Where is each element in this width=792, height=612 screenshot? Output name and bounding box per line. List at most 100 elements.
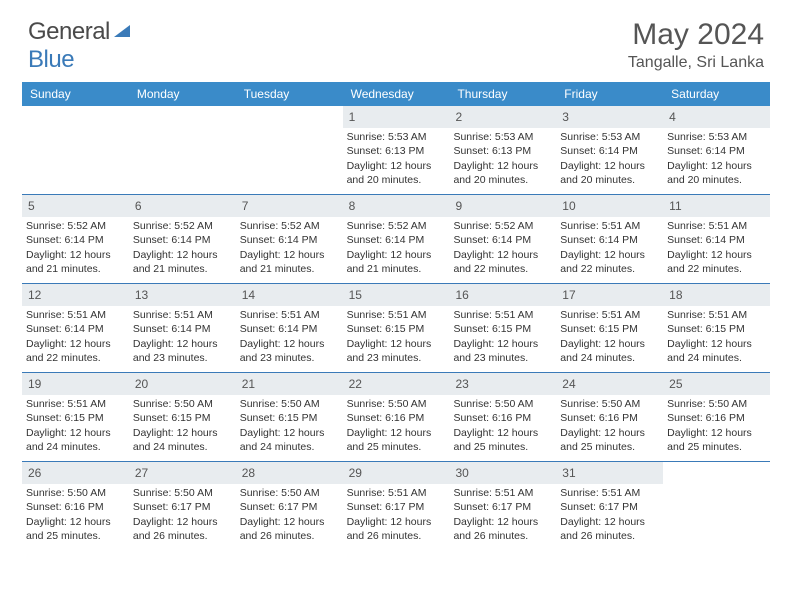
day-number: 11 xyxy=(663,195,770,217)
day-body: Sunrise: 5:52 AMSunset: 6:14 PMDaylight:… xyxy=(236,219,343,280)
header: GeneralBlue May 2024 Tangalle, Sri Lanka xyxy=(0,0,792,82)
sunset-text: Sunset: 6:16 PM xyxy=(347,411,446,425)
daylight-text: Daylight: 12 hours and 24 minutes. xyxy=(26,426,125,454)
day-body: Sunrise: 5:51 AMSunset: 6:15 PMDaylight:… xyxy=(556,308,663,369)
sunrise-text: Sunrise: 5:51 AM xyxy=(26,397,125,411)
day-number: 8 xyxy=(343,195,450,217)
sunrise-text: Sunrise: 5:50 AM xyxy=(667,397,766,411)
location: Tangalle, Sri Lanka xyxy=(628,54,764,72)
daylight-text: Daylight: 12 hours and 25 minutes. xyxy=(347,426,446,454)
sunset-text: Sunset: 6:14 PM xyxy=(347,233,446,247)
sunset-text: Sunset: 6:15 PM xyxy=(667,322,766,336)
daylight-text: Daylight: 12 hours and 24 minutes. xyxy=(133,426,232,454)
calendar-cell: 26Sunrise: 5:50 AMSunset: 6:16 PMDayligh… xyxy=(22,462,129,550)
sunrise-text: Sunrise: 5:51 AM xyxy=(240,308,339,322)
day-body: Sunrise: 5:50 AMSunset: 6:15 PMDaylight:… xyxy=(236,397,343,458)
calendar-cell: 31Sunrise: 5:51 AMSunset: 6:17 PMDayligh… xyxy=(556,462,663,550)
day-number: 4 xyxy=(663,106,770,128)
day-body: Sunrise: 5:51 AMSunset: 6:17 PMDaylight:… xyxy=(556,486,663,547)
calendar-cell: 11Sunrise: 5:51 AMSunset: 6:14 PMDayligh… xyxy=(663,195,770,283)
sunrise-text: Sunrise: 5:53 AM xyxy=(453,130,552,144)
daylight-text: Daylight: 12 hours and 24 minutes. xyxy=(667,337,766,365)
day-body: Sunrise: 5:50 AMSunset: 6:15 PMDaylight:… xyxy=(129,397,236,458)
day-body: Sunrise: 5:51 AMSunset: 6:17 PMDaylight:… xyxy=(343,486,450,547)
calendar-cell: 25Sunrise: 5:50 AMSunset: 6:16 PMDayligh… xyxy=(663,373,770,461)
sunset-text: Sunset: 6:13 PM xyxy=(347,144,446,158)
daylight-text: Daylight: 12 hours and 26 minutes. xyxy=(560,515,659,543)
day-number: 29 xyxy=(343,462,450,484)
sunrise-text: Sunrise: 5:51 AM xyxy=(667,308,766,322)
daylight-text: Daylight: 12 hours and 21 minutes. xyxy=(240,248,339,276)
calendar-cell: 14Sunrise: 5:51 AMSunset: 6:14 PMDayligh… xyxy=(236,284,343,372)
weekday-header: Saturday xyxy=(663,82,770,106)
day-number: 24 xyxy=(556,373,663,395)
calendar-cell: 20Sunrise: 5:50 AMSunset: 6:15 PMDayligh… xyxy=(129,373,236,461)
calendar-cell: 21Sunrise: 5:50 AMSunset: 6:15 PMDayligh… xyxy=(236,373,343,461)
sunrise-text: Sunrise: 5:52 AM xyxy=(26,219,125,233)
day-body: Sunrise: 5:52 AMSunset: 6:14 PMDaylight:… xyxy=(129,219,236,280)
day-number: 19 xyxy=(22,373,129,395)
day-body: Sunrise: 5:50 AMSunset: 6:16 PMDaylight:… xyxy=(343,397,450,458)
weekday-header: Monday xyxy=(129,82,236,106)
day-number: 7 xyxy=(236,195,343,217)
sunset-text: Sunset: 6:14 PM xyxy=(453,233,552,247)
weekday-header: Wednesday xyxy=(343,82,450,106)
daylight-text: Daylight: 12 hours and 26 minutes. xyxy=(240,515,339,543)
sunset-text: Sunset: 6:15 PM xyxy=(240,411,339,425)
daylight-text: Daylight: 12 hours and 26 minutes. xyxy=(347,515,446,543)
sunrise-text: Sunrise: 5:53 AM xyxy=(347,130,446,144)
sunrise-text: Sunrise: 5:51 AM xyxy=(453,308,552,322)
calendar-week: 5Sunrise: 5:52 AMSunset: 6:14 PMDaylight… xyxy=(22,194,770,283)
calendar-week: 12 Sunrise: 5:51 AM Sunset: 6:14 PM Dayligh… xyxy=(22,283,770,372)
daylight-text: Daylight: 12 hours and 20 minutes. xyxy=(560,159,659,187)
daylight-text: Daylight: 12 hours and 22 minutes. xyxy=(560,248,659,276)
calendar-cell xyxy=(22,106,129,194)
sunrise-text: Sunrise: 5:50 AM xyxy=(26,486,125,500)
logo-part1: General xyxy=(28,18,110,45)
day-number: 6 xyxy=(129,195,236,217)
calendar-cell: 5Sunrise: 5:52 AMSunset: 6:14 PMDaylight… xyxy=(22,195,129,283)
day-number: 12 xyxy=(22,284,129,306)
sunrise-text: Sunrise: 5:50 AM xyxy=(133,486,232,500)
calendar-cell: 4Sunrise: 5:53 AMSunset: 6:14 PMDaylight… xyxy=(663,106,770,194)
sunrise-text: Sunrise: 5:51 AM xyxy=(560,486,659,500)
sunset-text: Sunset: 6:17 PM xyxy=(133,500,232,514)
title-block: May 2024 Tangalle, Sri Lanka xyxy=(628,18,764,72)
weekday-header: Tuesday xyxy=(236,82,343,106)
weekday-header: Friday xyxy=(556,82,663,106)
day-number: 2 xyxy=(449,106,556,128)
day-number: 15 xyxy=(343,284,450,306)
sunrise-text: Sunrise: 5:51 AM xyxy=(560,308,659,322)
daylight-text: Daylight: 12 hours and 25 minutes. xyxy=(560,426,659,454)
sunrise-text: Sunrise: 5:50 AM xyxy=(560,397,659,411)
daylight-text: Daylight: 12 hours and 25 minutes. xyxy=(667,426,766,454)
sunset-text: Sunset: 6:14 PM xyxy=(26,322,125,336)
sunrise-text: Sunrise: 5:50 AM xyxy=(453,397,552,411)
day-body: Sunrise: 5:51 AMSunset: 6:17 PMDaylight:… xyxy=(449,486,556,547)
day-body: Sunrise: 5:53 AMSunset: 6:13 PMDaylight:… xyxy=(343,130,450,191)
daylight-text: Daylight: 12 hours and 21 minutes. xyxy=(133,248,232,276)
day-body: Sunrise: 5:52 AMSunset: 6:14 PMDaylight:… xyxy=(343,219,450,280)
calendar-cell: 12Sunrise: 5:51 AMSunset: 6:14 PMDayligh… xyxy=(22,284,129,372)
day-body: Sunrise: 5:50 AMSunset: 6:16 PMDaylight:… xyxy=(556,397,663,458)
day-number: 18 xyxy=(663,284,770,306)
day-body: Sunrise: 5:50 AMSunset: 6:17 PMDaylight:… xyxy=(129,486,236,547)
daylight-text: Daylight: 12 hours and 23 minutes. xyxy=(133,337,232,365)
day-body: Sunrise: 5:50 AMSunset: 6:16 PMDaylight:… xyxy=(663,397,770,458)
calendar-cell: 1Sunrise: 5:53 AMSunset: 6:13 PMDaylight… xyxy=(343,106,450,194)
day-body: Sunrise: 5:52 AMSunset: 6:14 PMDaylight:… xyxy=(22,219,129,280)
sunset-text: Sunset: 6:17 PM xyxy=(240,500,339,514)
calendar-cell: 28Sunrise: 5:50 AMSunset: 6:17 PMDayligh… xyxy=(236,462,343,550)
day-body: Sunrise: 5:53 AMSunset: 6:14 PMDaylight:… xyxy=(556,130,663,191)
daylight-text: Daylight: 12 hours and 26 minutes. xyxy=(453,515,552,543)
calendar-cell: 13Sunrise: 5:51 AMSunset: 6:14 PMDayligh… xyxy=(129,284,236,372)
day-number: 23 xyxy=(449,373,556,395)
daylight-text: Daylight: 12 hours and 24 minutes. xyxy=(560,337,659,365)
day-body: Sunrise: 5:53 AMSunset: 6:14 PMDaylight:… xyxy=(663,130,770,191)
calendar-cell: 6Sunrise: 5:52 AMSunset: 6:14 PMDaylight… xyxy=(129,195,236,283)
day-body: Sunrise: 5:51 AMSunset: 6:15 PMDaylight:… xyxy=(343,308,450,369)
day-body: Sunrise: 5:53 AMSunset: 6:13 PMDaylight:… xyxy=(449,130,556,191)
sunset-text: Sunset: 6:16 PM xyxy=(453,411,552,425)
daylight-text: Daylight: 12 hours and 23 minutes. xyxy=(240,337,339,365)
day-body: Sunrise: 5:50 AMSunset: 6:17 PMDaylight:… xyxy=(236,486,343,547)
